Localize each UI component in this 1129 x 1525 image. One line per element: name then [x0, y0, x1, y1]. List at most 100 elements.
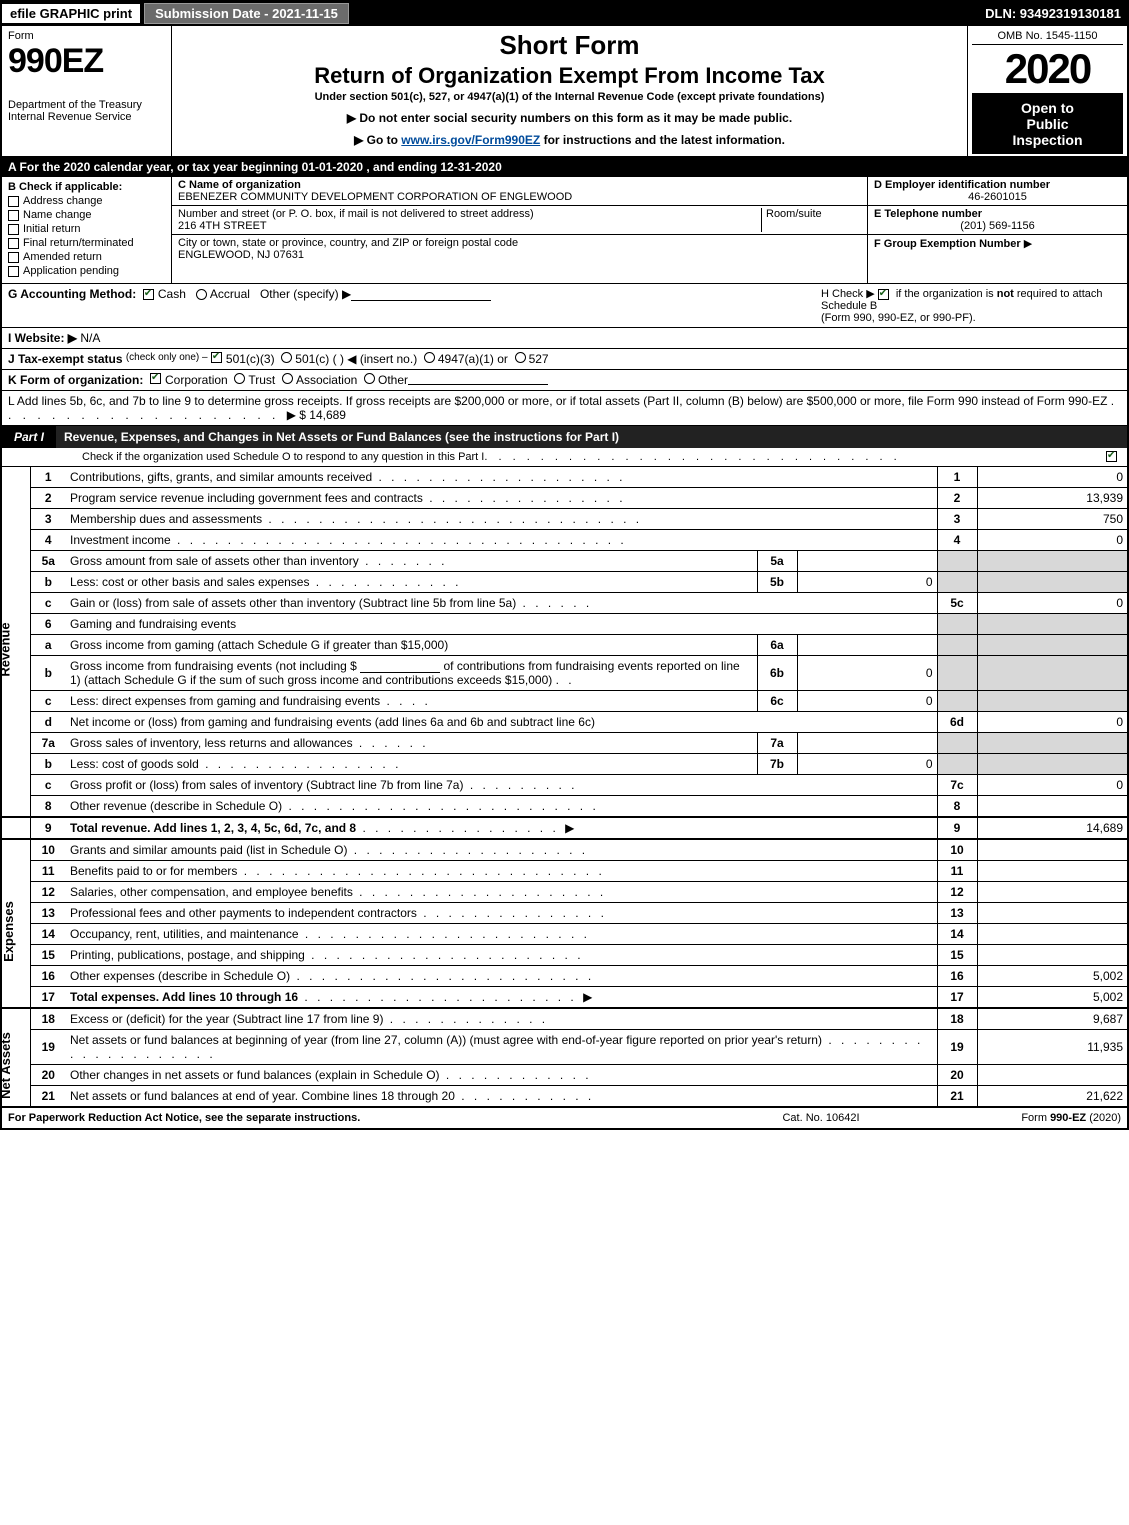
goto-prefix: ▶ Go to — [354, 133, 401, 147]
form-number: 990EZ — [8, 42, 165, 81]
opt-other: Other — [378, 373, 408, 387]
line-key: 10 — [937, 839, 977, 861]
netassets-rotated-text: Net Assets — [0, 1032, 13, 1099]
phone-value: (201) 569-1156 — [874, 220, 1121, 232]
line-num: 6 — [30, 614, 66, 635]
line-a-period: A For the 2020 calendar year, or tax yea… — [2, 157, 1127, 177]
mid-value: 0 — [797, 754, 937, 775]
footer-form-number: 990-EZ — [1050, 1112, 1086, 1124]
line-value — [977, 882, 1127, 903]
opt-4947: 4947(a)(1) or — [438, 352, 508, 366]
line-key: 16 — [937, 966, 977, 987]
chk-cash[interactable] — [143, 289, 154, 300]
chk-schedule-b[interactable] — [878, 289, 889, 300]
chk-name-change[interactable]: Name change — [8, 209, 165, 221]
row-l: L Add lines 5b, 6c, and 7b to line 9 to … — [2, 391, 1127, 426]
chk-final-return[interactable]: Final return/terminated — [8, 237, 165, 249]
line-desc: Printing, publications, postage, and shi… — [66, 945, 937, 966]
line-desc: Gain or (loss) from sale of assets other… — [66, 593, 937, 614]
mid-value — [797, 733, 937, 754]
table-row: b Less: cost of goods sold . . . . . . .… — [2, 754, 1127, 775]
shaded-cell — [937, 691, 977, 712]
irs-label: Internal Revenue Service — [8, 111, 165, 123]
omb-number: OMB No. 1545-1150 — [972, 28, 1123, 45]
checkbox-icon — [8, 196, 19, 207]
sub-dots: . . . . . . . . . . . . . . . . . . . . … — [484, 451, 1106, 463]
table-row: Revenue 1 Contributions, gifts, grants, … — [2, 467, 1127, 488]
chk-corporation[interactable] — [150, 373, 161, 384]
shaded-cell — [937, 551, 977, 572]
line-key: 9 — [937, 817, 977, 839]
chk-initial-return[interactable]: Initial return — [8, 223, 165, 235]
part-i-header: Part I Revenue, Expenses, and Changes in… — [2, 426, 1127, 448]
h-prefix: H Check ▶ — [821, 288, 878, 300]
chk-label: Name change — [23, 209, 92, 221]
table-row: 19 Net assets or fund balances at beginn… — [2, 1030, 1127, 1065]
line-value: 5,002 — [977, 966, 1127, 987]
header-center: Short Form Return of Organization Exempt… — [172, 26, 967, 156]
line-desc: Total revenue. Add lines 1, 2, 3, 4, 5c,… — [66, 817, 937, 839]
line-value: 0 — [977, 593, 1127, 614]
chk-501c3[interactable] — [211, 352, 222, 363]
mid-value — [797, 551, 937, 572]
line-desc: Gross amount from sale of assets other t… — [66, 551, 757, 572]
line-value: 0 — [977, 467, 1127, 488]
header-left: Form 990EZ Department of the Treasury In… — [2, 26, 172, 156]
line-num: 11 — [30, 861, 66, 882]
table-row: 8 Other revenue (describe in Schedule O)… — [2, 796, 1127, 818]
form-page: Form 990EZ Department of the Treasury In… — [0, 26, 1129, 1130]
chk-address-change[interactable]: Address change — [8, 195, 165, 207]
radio-other[interactable] — [364, 373, 375, 384]
arrow-icon: ▶ — [565, 821, 574, 835]
radio-501c[interactable] — [281, 352, 292, 363]
line-desc: Excess or (deficit) for the year (Subtra… — [66, 1008, 937, 1030]
line-num: b — [30, 754, 66, 775]
radio-527[interactable] — [515, 352, 526, 363]
chk-application-pending[interactable]: Application pending — [8, 265, 165, 277]
line-desc: Net assets or fund balances at end of ye… — [66, 1086, 937, 1107]
table-row: 13 Professional fees and other payments … — [2, 903, 1127, 924]
line-key: 15 — [937, 945, 977, 966]
box-c: C Name of organization EBENEZER COMMUNIT… — [172, 177, 867, 283]
other-org-input[interactable] — [408, 373, 548, 385]
line-desc: Benefits paid to or for members . . . . … — [66, 861, 937, 882]
line-key: 3 — [937, 509, 977, 530]
chk-amended-return[interactable]: Amended return — [8, 251, 165, 263]
other-specify-input[interactable] — [351, 289, 491, 301]
line-num: 2 — [30, 488, 66, 509]
goto-suffix: for instructions and the latest informat… — [544, 133, 785, 147]
line-num: 20 — [30, 1065, 66, 1086]
chk-schedule-o[interactable] — [1106, 451, 1117, 462]
radio-association[interactable] — [282, 373, 293, 384]
line-desc: Program service revenue including govern… — [66, 488, 937, 509]
line-num: 15 — [30, 945, 66, 966]
line-value — [977, 1065, 1127, 1086]
line-num: a — [30, 635, 66, 656]
opt-527: 527 — [529, 352, 549, 366]
row-i: I Website: ▶ N/A — [2, 328, 1127, 349]
h-not: not — [997, 288, 1014, 300]
chk-label: Amended return — [23, 251, 102, 263]
radio-4947[interactable] — [424, 352, 435, 363]
line-key: 17 — [937, 987, 977, 1009]
line-key: 20 — [937, 1065, 977, 1086]
tax-year: 2020 — [972, 45, 1123, 94]
table-row: 17 Total expenses. Add lines 10 through … — [2, 987, 1127, 1009]
address: 216 4TH STREET — [178, 220, 761, 232]
part-i-title: Revenue, Expenses, and Changes in Net As… — [56, 426, 1127, 448]
opt-501c3: 501(c)(3) — [226, 352, 275, 366]
opt-501c: 501(c) ( ) ◀ (insert no.) — [295, 352, 417, 366]
mid-value: 0 — [797, 691, 937, 712]
contrib-blank[interactable] — [360, 661, 440, 673]
radio-trust[interactable] — [234, 373, 245, 384]
box-b: B Check if applicable: Address change Na… — [2, 177, 172, 283]
mid-key: 6c — [757, 691, 797, 712]
checkbox-icon — [8, 252, 19, 263]
label-city: City or town, state or province, country… — [178, 237, 861, 249]
goto-link[interactable]: www.irs.gov/Form990EZ — [401, 133, 540, 147]
table-row: Expenses 10 Grants and similar amounts p… — [2, 839, 1127, 861]
radio-accrual[interactable] — [196, 289, 207, 300]
submission-date-button[interactable]: Submission Date - 2021-11-15 — [144, 3, 349, 24]
chk-label: Application pending — [23, 265, 119, 277]
table-row: 16 Other expenses (describe in Schedule … — [2, 966, 1127, 987]
